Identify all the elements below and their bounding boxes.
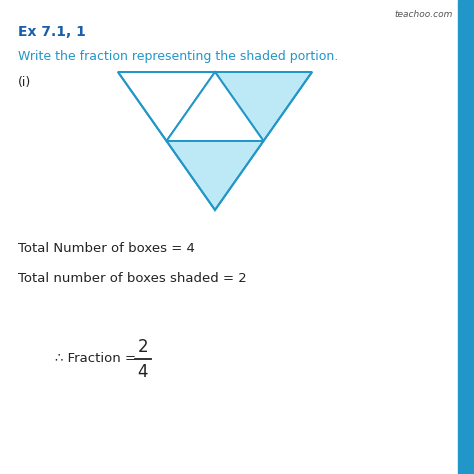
Text: Write the fraction representing the shaded portion.: Write the fraction representing the shad… bbox=[18, 49, 338, 63]
Text: 2: 2 bbox=[137, 338, 148, 356]
Polygon shape bbox=[215, 72, 312, 141]
Bar bbox=[458, 0, 474, 474]
Text: teachoo.com: teachoo.com bbox=[395, 9, 453, 18]
Polygon shape bbox=[166, 141, 264, 210]
Text: 4: 4 bbox=[138, 363, 148, 381]
Polygon shape bbox=[118, 72, 215, 141]
Polygon shape bbox=[166, 72, 264, 141]
Text: ∴ Fraction =: ∴ Fraction = bbox=[55, 352, 140, 365]
Text: Total Number of boxes = 4: Total Number of boxes = 4 bbox=[18, 241, 195, 255]
Text: Ex 7.1, 1: Ex 7.1, 1 bbox=[18, 25, 86, 39]
Text: Total number of boxes shaded = 2: Total number of boxes shaded = 2 bbox=[18, 272, 247, 284]
Text: (i): (i) bbox=[18, 75, 31, 89]
